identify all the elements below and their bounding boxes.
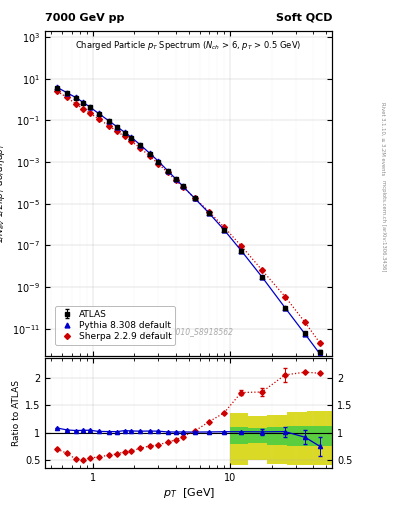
Sherpa 2.2.9 default: [147, 153, 152, 159]
Sherpa 2.2.9 default: [222, 224, 226, 230]
Sherpa 2.2.9 default: [138, 145, 142, 151]
Pythia 8.308 default: [156, 158, 161, 164]
Pythia 8.308 default: [165, 167, 170, 174]
Sherpa 2.2.9 default: [303, 319, 307, 326]
Text: 7000 GeV pp: 7000 GeV pp: [45, 13, 125, 23]
Sherpa 2.2.9 default: [122, 133, 127, 139]
Pythia 8.308 default: [222, 227, 226, 233]
Text: Rivet 3.1.10, ≥ 3.2M events: Rivet 3.1.10, ≥ 3.2M events: [381, 101, 386, 175]
Sherpa 2.2.9 default: [81, 105, 86, 112]
Pythia 8.308 default: [283, 305, 287, 311]
Text: Charged Particle $p_T$ Spectrum ($N_{ch}$ > 6, $p_T$ > 0.5 GeV): Charged Particle $p_T$ Spectrum ($N_{ch}…: [75, 39, 302, 52]
Pythia 8.308 default: [129, 134, 134, 140]
Sherpa 2.2.9 default: [173, 177, 178, 183]
Sherpa 2.2.9 default: [73, 101, 78, 107]
Sherpa 2.2.9 default: [318, 340, 323, 346]
Y-axis label: Ratio to ATLAS: Ratio to ATLAS: [12, 380, 21, 446]
Pythia 8.308 default: [81, 99, 86, 105]
Pythia 8.308 default: [318, 351, 323, 357]
Text: Soft QCD: Soft QCD: [275, 13, 332, 23]
Sherpa 2.2.9 default: [283, 293, 287, 300]
Text: ATLAS_2010_S8918562: ATLAS_2010_S8918562: [143, 327, 234, 336]
Sherpa 2.2.9 default: [96, 116, 101, 122]
Sherpa 2.2.9 default: [207, 208, 211, 215]
Pythia 8.308 default: [115, 124, 119, 130]
Sherpa 2.2.9 default: [129, 138, 134, 144]
Pythia 8.308 default: [239, 247, 244, 253]
Sherpa 2.2.9 default: [88, 110, 92, 116]
Sherpa 2.2.9 default: [260, 267, 264, 273]
X-axis label: $p_T$  [GeV]: $p_T$ [GeV]: [163, 486, 215, 500]
Text: mcplots.cern.ch [arXiv:1306.3436]: mcplots.cern.ch [arXiv:1306.3436]: [381, 180, 386, 271]
Sherpa 2.2.9 default: [239, 243, 244, 249]
Legend: ATLAS, Pythia 8.308 default, Sherpa 2.2.9 default: ATLAS, Pythia 8.308 default, Sherpa 2.2.…: [55, 306, 175, 345]
Pythia 8.308 default: [260, 274, 264, 280]
Pythia 8.308 default: [138, 141, 142, 147]
Sherpa 2.2.9 default: [180, 184, 185, 190]
Pythia 8.308 default: [65, 90, 70, 96]
Line: Pythia 8.308 default: Pythia 8.308 default: [55, 85, 323, 357]
Pythia 8.308 default: [180, 183, 185, 189]
Pythia 8.308 default: [106, 118, 111, 124]
Pythia 8.308 default: [96, 111, 101, 117]
Pythia 8.308 default: [88, 104, 92, 110]
Pythia 8.308 default: [192, 195, 197, 201]
Sherpa 2.2.9 default: [65, 94, 70, 100]
Y-axis label: $1/N_{ev}$ $1/2\pi p_T$ $d\sigma/d\eta dp_T$: $1/N_{ev}$ $1/2\pi p_T$ $d\sigma/d\eta d…: [0, 142, 7, 244]
Pythia 8.308 default: [147, 151, 152, 157]
Sherpa 2.2.9 default: [192, 195, 197, 201]
Pythia 8.308 default: [122, 129, 127, 135]
Pythia 8.308 default: [55, 84, 59, 91]
Sherpa 2.2.9 default: [115, 129, 119, 135]
Pythia 8.308 default: [303, 331, 307, 337]
Sherpa 2.2.9 default: [156, 161, 161, 167]
Line: Sherpa 2.2.9 default: Sherpa 2.2.9 default: [55, 89, 322, 346]
Pythia 8.308 default: [207, 210, 211, 216]
Sherpa 2.2.9 default: [106, 122, 111, 129]
Sherpa 2.2.9 default: [55, 89, 59, 95]
Pythia 8.308 default: [173, 176, 178, 182]
Sherpa 2.2.9 default: [165, 169, 170, 176]
Pythia 8.308 default: [73, 94, 78, 100]
